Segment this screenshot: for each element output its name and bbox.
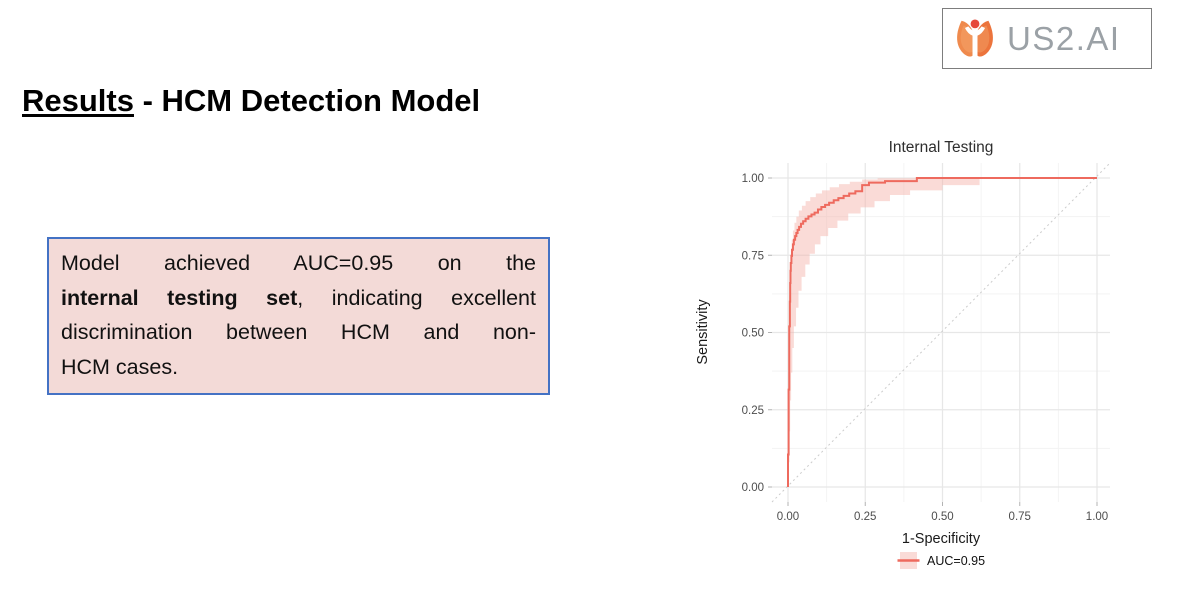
summary-note-text: Model achieved AUC=0.95 on the internal t…: [61, 246, 536, 384]
svg-text:0.50: 0.50: [931, 511, 953, 523]
legend: AUC=0.95: [897, 552, 985, 569]
us2-logo: US2.AI: [942, 8, 1152, 69]
us2-logo-text: US2.AI: [1007, 19, 1121, 57]
svg-text:0.00: 0.00: [742, 482, 764, 494]
chart-title: Internal Testing: [889, 139, 994, 156]
note-line: Model achieved AUC=0.95 on the: [61, 251, 536, 275]
x-axis-title: 1-Specificity: [902, 531, 981, 547]
page-title-rest: - HCM Detection Model: [133, 83, 481, 118]
note-line: discrimination between HCM and non-: [61, 320, 536, 344]
svg-text:0.25: 0.25: [854, 511, 876, 523]
legend-label: AUC=0.95: [927, 554, 985, 568]
svg-text:0.00: 0.00: [777, 511, 799, 523]
svg-text:1.00: 1.00: [1086, 511, 1108, 523]
svg-text:1.00: 1.00: [742, 173, 764, 185]
svg-text:0.75: 0.75: [1009, 511, 1031, 523]
y-axis-title: Sensitivity: [695, 299, 711, 365]
note-line: internal testing set, indicating excelle…: [61, 285, 536, 310]
note-line: HCM cases.: [61, 354, 179, 379]
svg-text:0.50: 0.50: [742, 328, 764, 340]
page-title-underlined: Results: [22, 83, 134, 118]
page-title: Results - HCM Detection Model: [22, 83, 481, 118]
x-axis-tick-labels: 0.00 0.25 0.50 0.75 1.00: [777, 511, 1108, 523]
roc-curve-line: [787, 177, 1097, 487]
summary-note-box: Model achieved AUC=0.95 on the internal t…: [47, 237, 550, 395]
svg-text:0.25: 0.25: [742, 405, 764, 417]
roc-chart: Internal Testing 0.00 0.25 0.50 0.75 1.00 0.…: [690, 130, 1170, 596]
y-axis-tick-labels: 0.00 0.25 0.50 0.75 1.00: [742, 173, 764, 494]
svg-text:0.75: 0.75: [742, 250, 764, 262]
us2-flower-person-icon: [957, 18, 993, 57]
axis-tick-marks: [768, 177, 1098, 506]
confidence-band: [788, 178, 980, 487]
